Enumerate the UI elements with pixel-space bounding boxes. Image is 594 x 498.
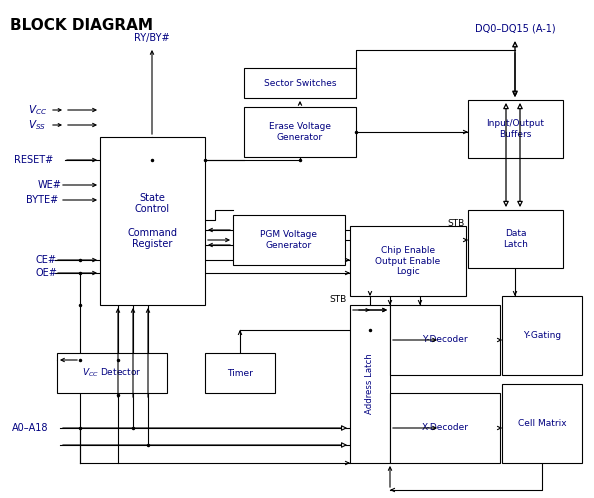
FancyBboxPatch shape: [244, 107, 356, 157]
Text: $V_{SS}$: $V_{SS}$: [28, 118, 46, 132]
Text: Data
Latch: Data Latch: [503, 229, 528, 249]
Text: RY/BY#: RY/BY#: [134, 33, 170, 43]
Text: Chip Enable
Output Enable
Logic: Chip Enable Output Enable Logic: [375, 246, 441, 276]
FancyBboxPatch shape: [100, 137, 205, 305]
Text: PGM Voltage
Generator: PGM Voltage Generator: [261, 230, 318, 249]
Text: Address Latch: Address Latch: [365, 354, 374, 414]
FancyBboxPatch shape: [502, 296, 582, 375]
Text: STB: STB: [448, 219, 465, 228]
Text: OE#: OE#: [36, 268, 58, 278]
FancyBboxPatch shape: [502, 384, 582, 463]
Text: Erase Voltage
Generator: Erase Voltage Generator: [269, 123, 331, 142]
FancyBboxPatch shape: [350, 305, 390, 463]
FancyBboxPatch shape: [468, 210, 563, 268]
Text: WE#: WE#: [38, 180, 62, 190]
FancyBboxPatch shape: [233, 215, 345, 265]
FancyBboxPatch shape: [350, 226, 466, 296]
Text: A0–A18: A0–A18: [12, 423, 49, 433]
FancyBboxPatch shape: [390, 393, 500, 463]
FancyBboxPatch shape: [468, 100, 563, 158]
Text: Y-Gating: Y-Gating: [523, 331, 561, 340]
FancyBboxPatch shape: [390, 305, 500, 375]
Text: RESET#: RESET#: [14, 155, 53, 165]
FancyBboxPatch shape: [244, 68, 356, 98]
Text: CE#: CE#: [36, 255, 57, 265]
FancyBboxPatch shape: [57, 353, 167, 393]
Text: X-Decoder: X-Decoder: [422, 423, 469, 432]
Text: $V_{CC}$: $V_{CC}$: [28, 103, 47, 117]
Text: BLOCK DIAGRAM: BLOCK DIAGRAM: [10, 18, 153, 33]
Text: $V_{CC}$ Detector: $V_{CC}$ Detector: [83, 367, 142, 379]
Text: DQ0–DQ15 (A-1): DQ0–DQ15 (A-1): [475, 23, 555, 33]
Text: Sector Switches: Sector Switches: [264, 79, 336, 88]
Text: BYTE#: BYTE#: [26, 195, 58, 205]
Text: Timer: Timer: [227, 369, 253, 377]
FancyBboxPatch shape: [205, 353, 275, 393]
Text: Input/Output
Buffers: Input/Output Buffers: [486, 120, 545, 139]
Text: State
Control

Command
Register: State Control Command Register: [128, 193, 178, 249]
Text: Y-Decoder: Y-Decoder: [422, 336, 468, 345]
Text: Cell Matrix: Cell Matrix: [518, 419, 566, 428]
Text: STB: STB: [330, 295, 347, 304]
